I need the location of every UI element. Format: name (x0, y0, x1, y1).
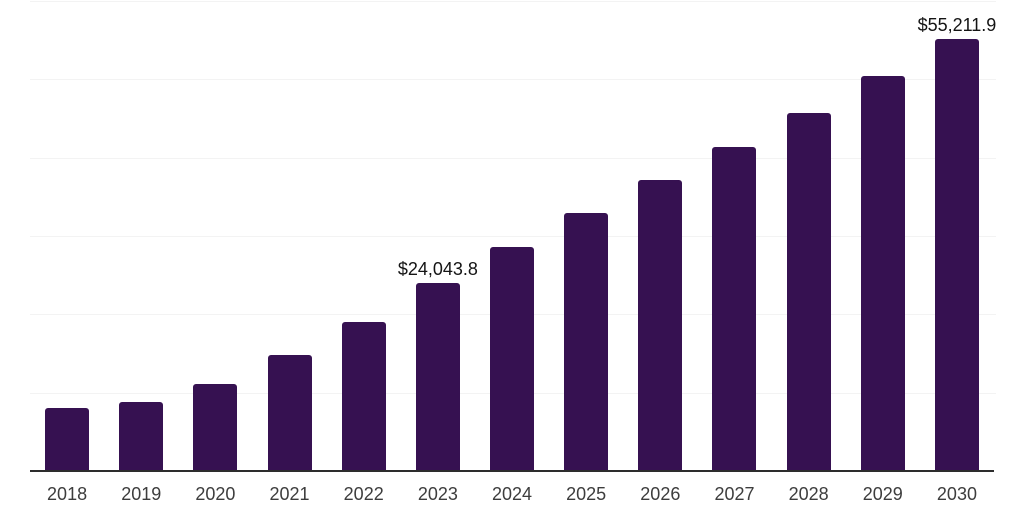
x-tick-label-2024: 2024 (491, 484, 533, 504)
bar-2018 (45, 407, 90, 471)
bar-slot-2024 (475, 1, 549, 471)
bar-2030 (934, 38, 979, 471)
bar-2024 (490, 246, 535, 471)
bar-2028 (786, 112, 831, 471)
bars-container: $24,043.8 $55,211.9 (30, 1, 997, 471)
bar-2021 (267, 355, 312, 471)
x-tick-label-2026: 2026 (640, 484, 681, 504)
x-axis-line (30, 470, 994, 472)
x-tick-label-2027: 2027 (714, 484, 755, 504)
bar-slot-2021 (252, 1, 326, 471)
bar-slot-2019 (104, 1, 178, 471)
bar-slot-2027 (697, 1, 771, 471)
x-tick-label-2020: 2020 (195, 484, 236, 504)
bar-2029 (860, 75, 905, 471)
value-label-2023: $24,043.8 (397, 258, 478, 279)
bar-2023 (415, 282, 460, 471)
x-tick-label-2029: 2029 (862, 484, 903, 504)
bar-2026 (638, 179, 683, 471)
bar-2019 (119, 402, 164, 471)
gridline-30000 (30, 236, 996, 237)
bar-2020 (193, 383, 238, 471)
x-tick-label-2022: 2022 (343, 484, 384, 504)
x-tick-label-2030: 2030 (936, 484, 977, 504)
bar-2027 (712, 146, 757, 471)
bar-slot-2020 (178, 1, 252, 471)
x-tick-label-2028: 2028 (788, 484, 829, 504)
bar-slot-2026 (623, 1, 697, 471)
gridline-50000 (30, 79, 996, 81)
gridline-40000 (30, 157, 996, 159)
value-label-2030: $55,211.9 (917, 14, 997, 35)
bar-2022 (341, 321, 386, 471)
plot-area: $24,043.8 $55,211.9 (30, 1, 997, 471)
bar-slot-2030: $55,211.9 (917, 1, 997, 471)
bar-slot-2018 (30, 1, 104, 471)
bar-slot-2029 (846, 1, 920, 471)
bar-2025 (564, 212, 609, 471)
bar-slot-2028 (772, 1, 846, 471)
gridline-60000 (30, 1, 996, 2)
x-tick-label-2021: 2021 (269, 484, 310, 504)
x-tick-label-2018: 2018 (47, 484, 88, 504)
bar-slot-2023: $24,043.8 (397, 1, 478, 471)
bar-slot-2022 (327, 1, 401, 471)
x-tick-label-2023: 2023 (417, 484, 458, 504)
x-axis-labels: 2018 2019 2020 2021 2022 2023 2024 2025 2026 2027… (30, 485, 994, 503)
bar-slot-2025 (549, 1, 623, 471)
x-tick-label-2019: 2019 (121, 484, 162, 504)
x-tick-label-2025: 2025 (566, 484, 607, 504)
